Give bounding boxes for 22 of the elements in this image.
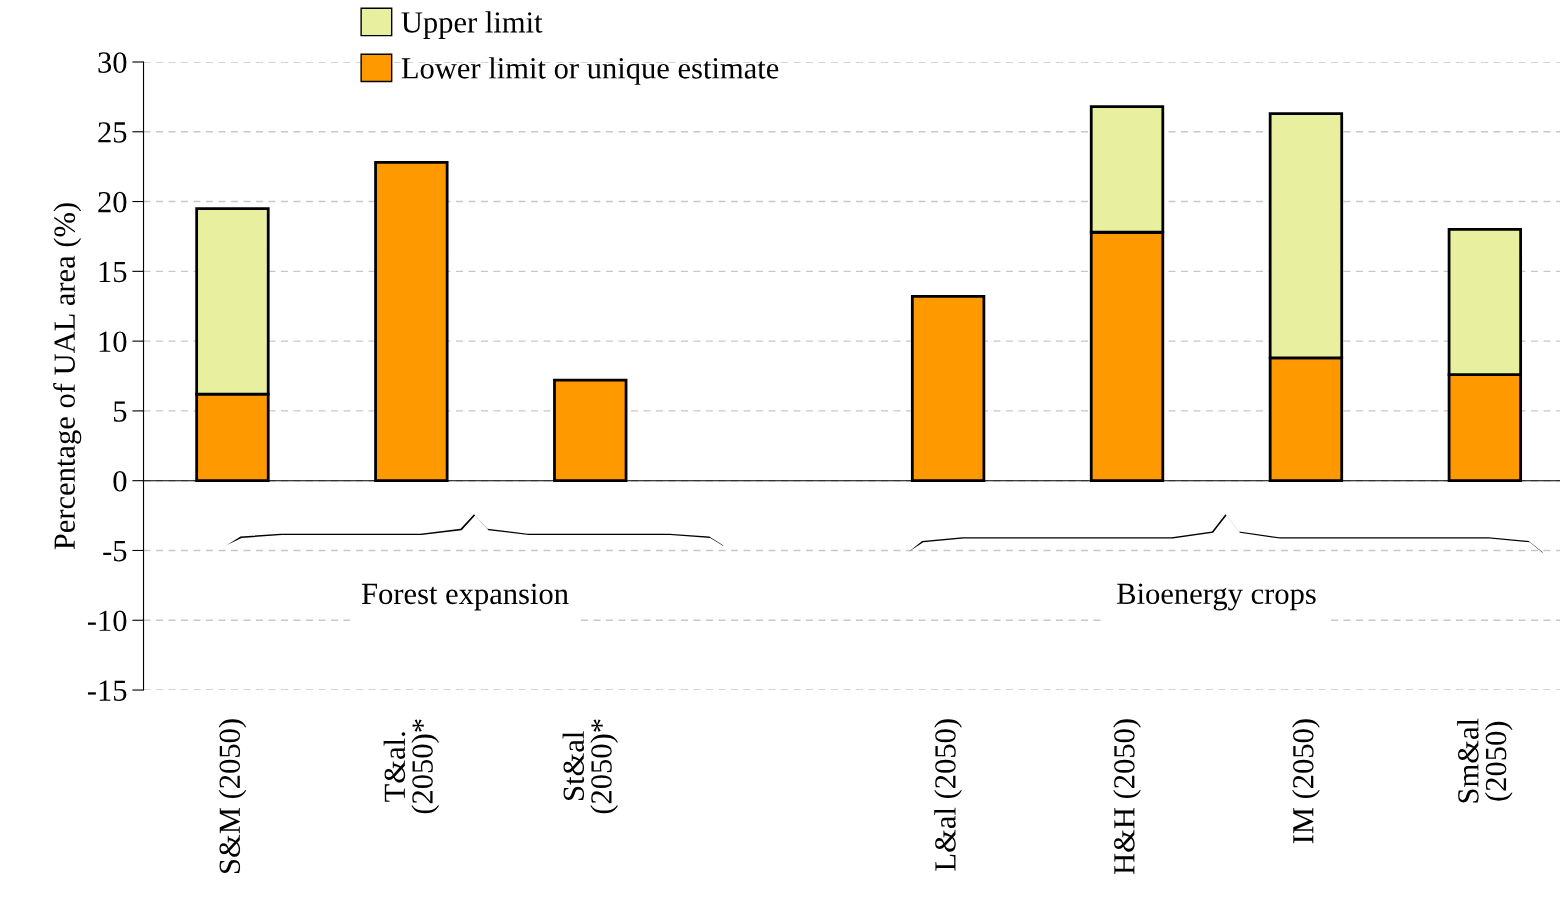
y-tick-label: 15	[99, 261, 127, 283]
x-tick-label: S&M (2050)	[218, 719, 247, 873]
y-tick-label: 0	[113, 470, 127, 492]
x-tick-label: IM (2050)	[1292, 719, 1320, 844]
y-tick-label: 20	[98, 191, 127, 213]
y-tick-label: 5	[114, 401, 127, 422]
x-tick-label: T&al. (2050)*	[383, 719, 440, 814]
y-tick-label: -15	[87, 680, 127, 701]
annotation: Forest expansion	[361, 583, 569, 611]
y-tick-label: 25	[98, 122, 127, 143]
y-tick-label: 10	[99, 331, 127, 353]
y-tick-label: -10	[87, 610, 127, 632]
legend-label: Lower limit or unique estimate	[401, 57, 779, 85]
y-tick-label: -5	[103, 541, 127, 562]
x-tick-label: St&al (2050)*	[562, 719, 618, 814]
legend-label: Upper limit	[401, 11, 543, 39]
annotation: Bioenergy crops	[1117, 583, 1316, 611]
y-axis-title: Percentage of UAL area (%)	[53, 203, 82, 550]
x-tick-label: H&H (2050)	[1113, 719, 1141, 875]
x-tick-label: Sm&al (2050)	[1457, 718, 1513, 803]
y-tick-label: 30	[98, 52, 127, 73]
x-tick-label: L&al (2050)	[934, 719, 962, 871]
